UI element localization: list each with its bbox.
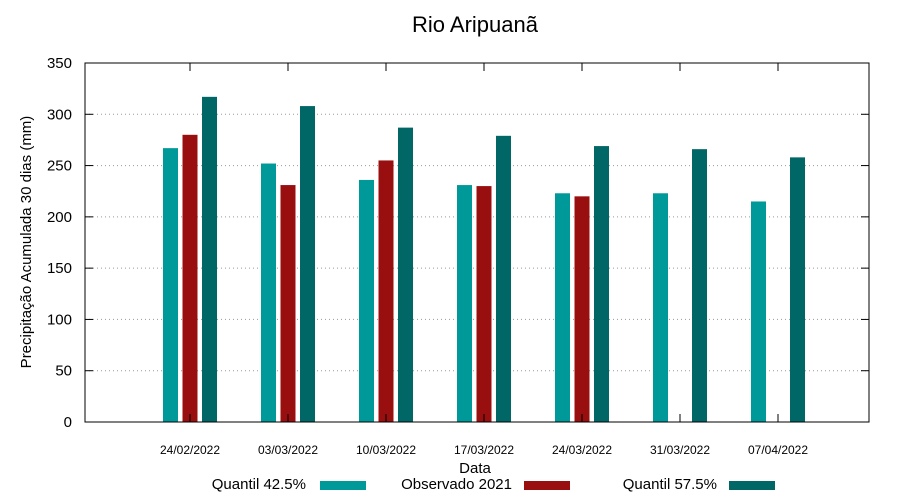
y-tick-label: 50 <box>55 363 72 380</box>
bar-quantil-42-5 <box>261 163 276 422</box>
legend-label: Observado 2021 <box>401 476 512 493</box>
x-tick-label: 03/03/2022 <box>258 443 318 457</box>
bar-quantil-57-5 <box>594 146 609 422</box>
bar-quantil-57-5 <box>790 157 805 422</box>
legend-swatch <box>320 481 366 490</box>
y-tick-label: 200 <box>47 209 72 226</box>
bar-quantil-42-5 <box>653 193 668 422</box>
x-tick-label: 10/03/2022 <box>356 443 416 457</box>
x-tick-label: 07/04/2022 <box>748 443 808 457</box>
bar-observado-2021 <box>182 134 198 423</box>
plot-frame <box>84 62 870 423</box>
bar-observado-2021 <box>574 196 590 422</box>
x-tick-label: 24/03/2022 <box>552 443 612 457</box>
bar-observado-2021 <box>280 185 296 422</box>
legend: Quantil 42.5% Observado 2021 Quantil 57.5% <box>212 476 775 493</box>
legend-swatch <box>729 481 775 490</box>
y-tick-label: 350 <box>47 55 72 72</box>
x-tick-label: 17/03/2022 <box>454 443 514 457</box>
bar-quantil-42-5 <box>359 179 374 422</box>
bar-observado-2021 <box>378 160 394 422</box>
bar-quantil-57-5 <box>300 106 315 422</box>
legend-swatch <box>524 481 570 490</box>
bar-quantil-42-5 <box>751 201 766 422</box>
bar-quantil-42-5 <box>163 148 178 423</box>
y-tick-label: 250 <box>47 158 72 175</box>
y-axis-label: Precipitação Acumulada 30 dias (mm) <box>18 116 35 369</box>
y-tick-label: 300 <box>47 106 72 123</box>
x-tick-label: 31/03/2022 <box>650 443 710 457</box>
bar-quantil-57-5 <box>692 149 707 422</box>
bar-quantil-57-5 <box>398 127 413 423</box>
x-tick-label: 24/02/2022 <box>160 443 220 457</box>
chart-title: Rio Aripuanã <box>412 12 539 37</box>
x-axis-ticks: 24/02/2022 03/03/2022 10/03/2022 17/03/2022… <box>160 63 808 457</box>
y-tick-label: 100 <box>47 311 72 328</box>
bar-quantil-57-5 <box>202 96 217 422</box>
y-tick-label: 0 <box>64 414 72 431</box>
bar-quantil-42-5 <box>457 185 472 422</box>
x-axis-label: Data <box>459 460 491 477</box>
legend-label: Quantil 57.5% <box>623 476 717 493</box>
bars <box>163 96 805 423</box>
bar-quantil-57-5 <box>496 135 511 422</box>
y-tick-label: 150 <box>47 260 72 277</box>
y-axis-ticks: 0 50 100 150 200 250 300 350 <box>47 55 869 431</box>
bar-observado-2021 <box>476 186 492 422</box>
bar-quantil-42-5 <box>555 193 570 422</box>
legend-label: Quantil 42.5% <box>212 476 306 493</box>
